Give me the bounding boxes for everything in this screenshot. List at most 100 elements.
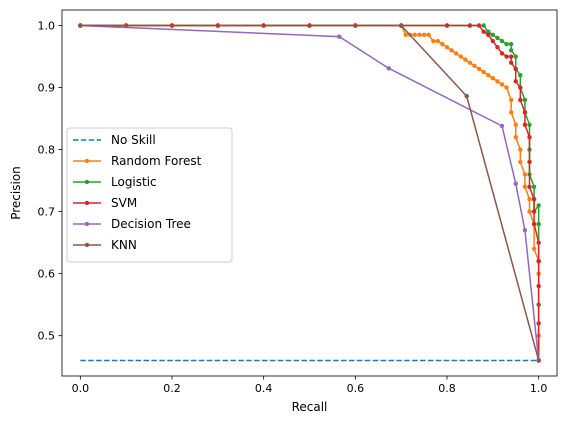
y-axis-ticks: 0.5 0.6 0.7 0.8 0.9 1.0 (38, 20, 62, 343)
data-point (518, 159, 523, 165)
legend-label: No Skill (111, 133, 156, 147)
legend-item: No Skill (73, 133, 156, 147)
x-tick-label: 1.0 (530, 382, 548, 395)
y-tick-label: 0.9 (38, 82, 56, 95)
y-axis-label: Precision (9, 166, 23, 220)
data-point (499, 38, 505, 44)
data-point (518, 97, 523, 103)
data-point (504, 41, 509, 47)
data-point (467, 23, 473, 28)
data-point (518, 85, 523, 90)
data-point (531, 197, 537, 202)
x-tick-label: 0.6 (347, 382, 365, 395)
plot-frame (61, 9, 558, 377)
legend-label: Logistic (111, 175, 157, 189)
data-point (536, 321, 541, 326)
data-point (527, 122, 532, 127)
legend-label: Decision Tree (111, 217, 191, 231)
data-point (476, 23, 482, 28)
data-point (499, 82, 505, 87)
data-point (513, 122, 518, 127)
data-point (78, 23, 83, 28)
data-point (527, 134, 532, 140)
data-point (527, 197, 532, 202)
data-point (536, 240, 541, 245)
data-point (522, 97, 528, 103)
data-point (337, 34, 342, 39)
data-point (386, 66, 391, 71)
data-point (504, 85, 509, 90)
data-point (444, 45, 450, 50)
data-point (463, 57, 468, 62)
data-point (412, 32, 418, 38)
data-point (531, 209, 537, 214)
data-point (403, 32, 408, 38)
series-knn (78, 23, 541, 363)
data-point (527, 159, 532, 165)
data-point (417, 32, 422, 38)
legend-label: SVM (111, 196, 137, 210)
data-point (490, 32, 496, 38)
data-point (458, 54, 463, 59)
data-point (531, 246, 537, 252)
data-point (527, 209, 532, 214)
data-point (504, 54, 509, 59)
data-point (486, 32, 491, 38)
series-layer (78, 23, 541, 363)
data-point (431, 38, 436, 44)
data-point (508, 54, 514, 59)
data-point (495, 79, 500, 84)
data-point (531, 184, 537, 189)
data-point (513, 66, 518, 72)
data-point (508, 97, 514, 103)
legend-item: Random Forest (73, 154, 202, 168)
data-point (472, 63, 477, 69)
data-point (518, 72, 523, 78)
legend-item: KNN (73, 238, 137, 252)
data-point (531, 221, 537, 227)
legend-marker (84, 158, 90, 164)
data-point (518, 147, 523, 152)
y-tick-label: 1.0 (38, 20, 56, 33)
data-point (421, 32, 427, 38)
series-line (80, 24, 540, 361)
legend-box (66, 127, 233, 263)
legend-label: Random Forest (111, 154, 202, 168)
legend-item: SVM (73, 196, 137, 210)
data-point (522, 172, 528, 177)
data-point (464, 94, 469, 99)
data-point (453, 51, 459, 56)
y-tick-label: 0.7 (38, 206, 56, 219)
x-tick-label: 0.4 (255, 382, 273, 395)
y-tick-label: 0.6 (38, 268, 56, 281)
data-point (440, 41, 445, 47)
data-point (486, 72, 491, 78)
data-point (490, 76, 496, 81)
data-point (536, 259, 541, 264)
data-point (499, 123, 505, 129)
data-point (495, 45, 500, 50)
legend-label: KNN (111, 238, 137, 252)
data-point (522, 228, 528, 233)
x-tick-label: 0.2 (163, 382, 181, 395)
data-point (522, 122, 528, 127)
data-point (513, 181, 518, 186)
data-point (426, 32, 431, 38)
y-tick-label: 0.5 (38, 330, 56, 343)
data-point (513, 134, 518, 140)
legend-item: Decision Tree (73, 217, 191, 231)
data-point (508, 110, 514, 115)
data-point (527, 184, 532, 189)
x-tick-label: 0.0 (72, 382, 90, 395)
data-point (490, 38, 496, 44)
legend-marker (84, 179, 90, 185)
data-point (481, 29, 486, 34)
data-point (508, 60, 514, 65)
data-point (536, 283, 541, 289)
data-point (476, 66, 482, 72)
data-point (435, 38, 441, 44)
data-point (486, 29, 491, 34)
data-point (508, 48, 514, 53)
x-axis-label: Recall (292, 400, 328, 414)
legend: No Skill Random Forest Logistic SVM Decision… (66, 127, 233, 263)
